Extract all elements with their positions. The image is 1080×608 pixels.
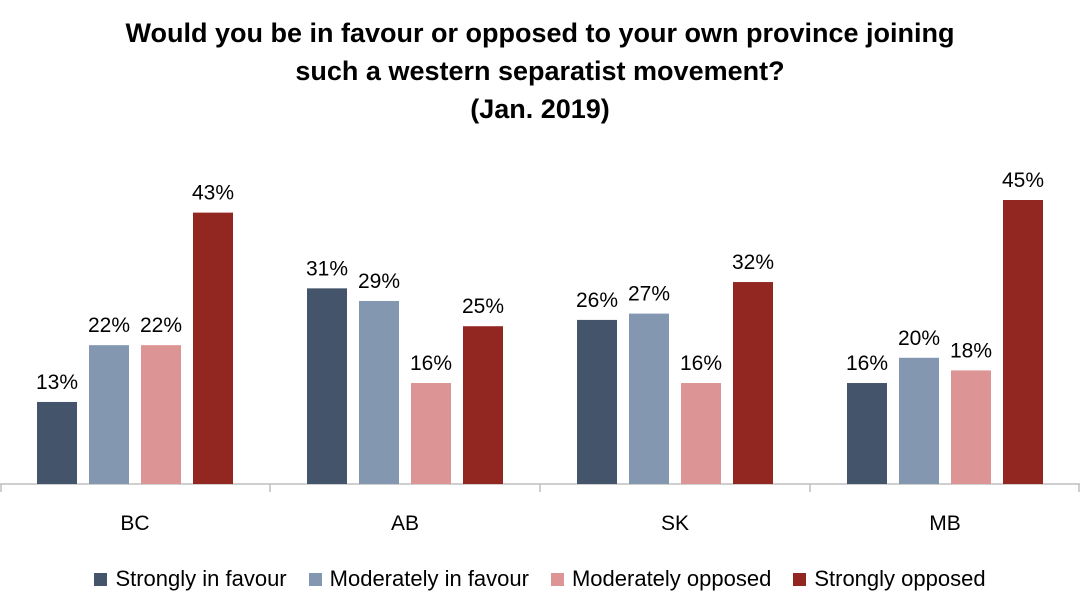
legend-swatch — [550, 572, 564, 586]
data-label: 26% — [576, 289, 618, 312]
bar-ab-strongly-opposed — [463, 326, 503, 484]
bar-mb-moderately-opposed — [951, 370, 991, 484]
bar-ab-moderately-in-favour — [359, 300, 399, 484]
legend-item: Moderately in favour — [308, 566, 529, 592]
bar-sk-strongly-opposed — [733, 282, 773, 484]
bar-sk-moderately-opposed — [681, 383, 721, 484]
legend-swatch — [94, 572, 108, 586]
data-label: 25% — [462, 295, 504, 318]
x-tick-label: AB — [391, 512, 419, 535]
legend: Strongly in favour Moderately in favour Mo… — [0, 562, 1080, 596]
legend-swatch — [793, 572, 807, 586]
data-label: 22% — [88, 314, 130, 337]
bar-chart: 13% 22% 22% 43% BC 31% 29% 16% 25% AB 26% 27% 16% 32%… — [0, 169, 1080, 535]
legend-label: Strongly in favour — [115, 566, 287, 591]
legend-label: Moderately opposed — [571, 566, 772, 591]
legend-label: Moderately in favour — [329, 566, 529, 591]
chart-title-line-2: such a western separatist movement? — [295, 56, 785, 86]
chart-title-line-3: (Jan. 2019) — [470, 94, 610, 124]
bar-bc-moderately-in-favour — [89, 345, 129, 484]
x-tick-label: MB — [929, 512, 961, 535]
data-label: 18% — [950, 339, 992, 362]
bar-ab-moderately-opposed — [411, 383, 451, 484]
data-label: 16% — [680, 352, 722, 375]
legend-swatch — [308, 572, 322, 586]
chart-title-line-1: Would you be in favour or opposed to you… — [125, 18, 955, 48]
bar-mb-moderately-in-favour — [899, 357, 939, 484]
data-label: 16% — [410, 352, 452, 375]
data-label: 32% — [732, 251, 774, 274]
legend-item: Strongly opposed — [793, 566, 986, 592]
bar-mb-strongly-opposed — [1003, 200, 1043, 484]
x-tick-label: BC — [120, 512, 149, 535]
bar-mb-strongly-in-favour — [847, 383, 887, 484]
data-label: 22% — [140, 314, 182, 337]
bar-sk-strongly-in-favour — [577, 319, 617, 484]
bar-sk-moderately-in-favour — [629, 313, 669, 484]
x-tick-label: SK — [661, 512, 689, 535]
bar-ab-strongly-in-favour — [307, 288, 347, 484]
legend-item: Moderately opposed — [550, 566, 772, 592]
bar-bc-strongly-in-favour — [37, 401, 77, 484]
data-label: 43% — [192, 182, 234, 205]
data-label: 45% — [1002, 169, 1044, 192]
data-label: 27% — [628, 283, 670, 306]
data-label: 31% — [306, 257, 348, 280]
data-label: 20% — [898, 327, 940, 350]
data-label: 13% — [36, 371, 78, 394]
bar-bc-strongly-opposed — [193, 212, 233, 484]
data-label: 29% — [358, 270, 400, 293]
legend-item: Strongly in favour — [94, 566, 287, 592]
legend-label: Strongly opposed — [814, 566, 986, 591]
chart-title: Would you be in favour or opposed to you… — [0, 14, 1080, 128]
data-label: 16% — [846, 352, 888, 375]
bar-bc-moderately-opposed — [141, 345, 181, 484]
